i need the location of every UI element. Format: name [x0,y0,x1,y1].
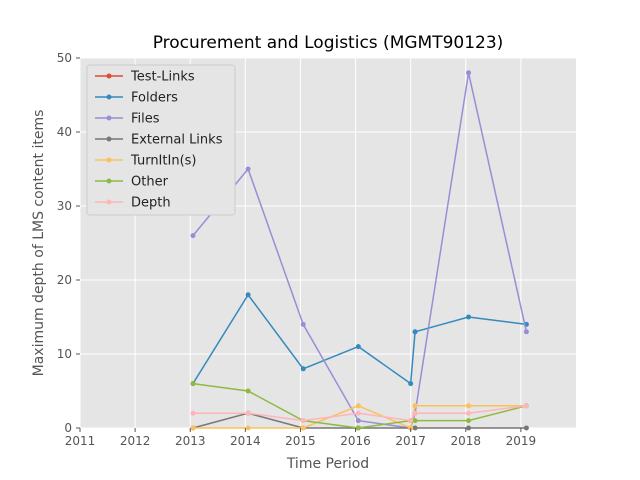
data-point [355,344,361,350]
legend-label: Test-Links [130,70,195,85]
data-point [190,233,196,239]
data-point [300,418,306,424]
legend-marker [106,115,112,121]
data-point [523,329,529,335]
data-point [466,410,472,416]
data-point [412,410,418,416]
legend-marker [106,199,112,205]
data-point [408,381,414,387]
legend-marker [106,157,112,163]
data-point [412,425,418,431]
series-line [192,412,527,429]
data-point [355,403,361,409]
chart-title: Procurement and Logistics (MGMT90123) [153,33,504,53]
data-point [300,321,306,327]
x-axis-title: Time Period [286,456,369,472]
legend-label: External Links [131,133,223,148]
y-tick-label: 50 [57,51,72,65]
data-point [245,388,251,394]
data-point [355,418,361,424]
data-point [523,425,529,431]
x-axis: 2011 2012 2013 2014 2015 2016 2017 2018 2019 [65,428,536,448]
legend-marker [106,94,112,100]
data-point [355,425,361,431]
series-depth [190,403,529,424]
data-point [245,292,251,298]
x-tick-label: 2012 [120,434,151,448]
data-point [466,70,472,76]
legend-marker [106,136,112,142]
legend-label: Files [131,112,160,127]
data-point [412,418,418,424]
data-point [190,425,196,431]
y-axis: 0 10 20 30 40 50 [57,51,80,435]
data-point [245,166,251,172]
series-line [192,293,527,385]
series-layer [190,70,529,431]
data-point [466,418,472,424]
legend-label: Other [131,175,169,190]
data-point [245,425,251,431]
y-tick-label: 30 [57,199,72,213]
data-point [300,425,306,431]
data-point [466,425,472,431]
data-point [300,366,306,372]
series-line [192,405,527,422]
data-point [190,410,196,416]
y-tick-label: 20 [57,273,72,287]
data-point [466,314,472,320]
series-line [192,382,527,429]
legend-box [86,64,236,216]
legend: Test-Links Folders Files External Links Turn… [86,64,236,216]
data-point [412,329,418,335]
x-tick-label: 2016 [340,434,371,448]
x-tick-label: 2017 [395,434,426,448]
x-tick-label: 2011 [65,434,96,448]
legend-marker [106,178,112,184]
data-point [408,418,414,424]
x-tick-label: 2015 [285,434,316,448]
x-tick-label: 2018 [451,434,482,448]
y-axis-title: Maximum depth of LMS content items [31,110,47,377]
data-point [245,410,251,416]
y-tick-label: 0 [64,421,72,435]
legend-label: TurnItIn(s) [130,154,196,169]
data-point [523,403,529,409]
data-point [355,410,361,416]
series-folders [190,292,529,387]
y-tick-label: 10 [57,347,72,361]
x-tick-label: 2014 [230,434,261,448]
legend-marker [106,73,112,79]
legend-label: Folders [131,91,178,106]
data-point [190,381,196,387]
y-tick-label: 40 [57,125,72,139]
x-tick-label: 2019 [506,434,537,448]
legend-label: Depth [131,196,171,211]
x-tick-label: 2013 [175,434,206,448]
data-point [466,403,472,409]
data-point [412,403,418,409]
